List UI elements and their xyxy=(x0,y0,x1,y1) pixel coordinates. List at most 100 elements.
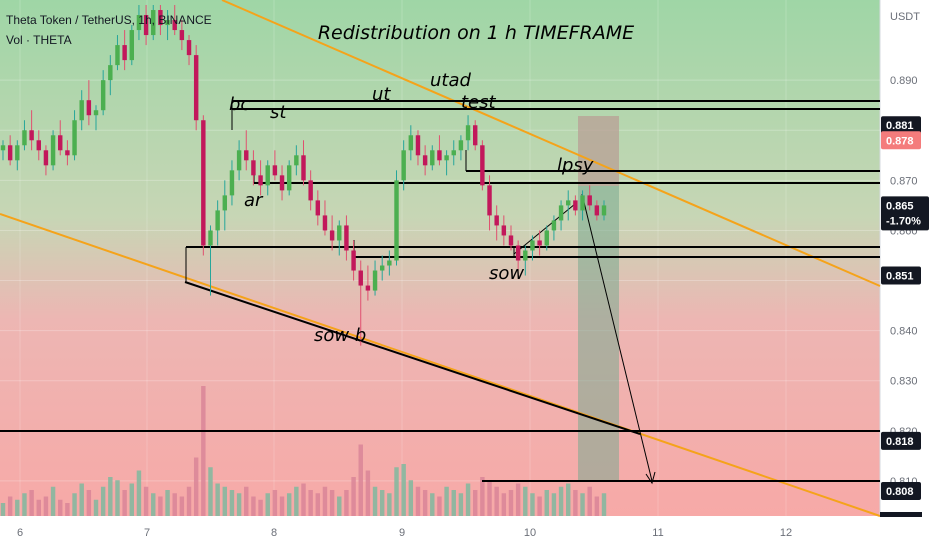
volume-bar xyxy=(244,486,249,516)
candle xyxy=(379,255,385,281)
candle xyxy=(422,145,428,176)
volume-bar xyxy=(530,493,535,516)
candle xyxy=(465,115,471,151)
candle xyxy=(515,240,521,271)
volume-bar xyxy=(172,493,177,516)
volume-bar xyxy=(544,490,549,516)
volume-bar xyxy=(193,457,199,516)
volume-bar xyxy=(351,477,356,516)
lpsy-rising-line xyxy=(513,203,576,255)
volume-bar xyxy=(0,503,6,516)
price-badge-value: 0.851 xyxy=(886,271,914,283)
candle xyxy=(29,110,34,151)
candle xyxy=(165,10,170,41)
candle xyxy=(100,70,106,116)
time-tick-label: 6 xyxy=(17,527,23,539)
candle xyxy=(566,190,571,221)
volume-bar xyxy=(115,480,120,516)
candle xyxy=(244,130,249,171)
annotation-st: st xyxy=(270,102,287,123)
candle xyxy=(122,30,127,71)
projection-arrow xyxy=(581,193,653,482)
volume-bar xyxy=(444,486,449,516)
candle xyxy=(86,80,92,126)
candle xyxy=(229,160,235,206)
volume-bar xyxy=(344,490,349,516)
volume-bar xyxy=(401,464,406,516)
chart-title: Redistribution on 1 h TIMEFRAME xyxy=(318,22,634,44)
candle xyxy=(408,125,414,161)
candle xyxy=(523,245,528,276)
candle xyxy=(580,190,585,221)
volume-bar xyxy=(286,493,292,516)
candle xyxy=(430,145,435,171)
candle xyxy=(58,120,63,156)
candle xyxy=(79,90,84,131)
price-badge: 0.851 xyxy=(881,266,921,285)
candle xyxy=(337,220,342,256)
time-tick-label: 10 xyxy=(524,527,536,539)
volume-bar xyxy=(523,486,528,516)
volume-bar xyxy=(136,470,142,516)
time-tick-label: 7 xyxy=(144,527,150,539)
volume-bar xyxy=(58,499,63,516)
candle xyxy=(172,5,177,36)
price-badge-value: 0.865 xyxy=(886,200,914,212)
price-tick-label: 0.870 xyxy=(890,175,918,187)
volume-bar xyxy=(372,486,378,516)
volume-bar xyxy=(573,490,578,516)
candle xyxy=(36,130,41,161)
candle xyxy=(186,35,192,66)
volume-bar xyxy=(201,386,206,516)
candle xyxy=(136,5,142,41)
volume-bar xyxy=(86,490,92,516)
volume-bar xyxy=(308,490,313,516)
price-badge: 0.878 xyxy=(881,131,921,150)
volume-bar xyxy=(100,486,106,516)
candle xyxy=(480,140,485,191)
candle xyxy=(415,130,421,166)
time-tick-label: 8 xyxy=(271,527,277,539)
annotation-sow-b: sow b xyxy=(314,325,366,346)
candle xyxy=(115,35,120,71)
candle xyxy=(322,200,328,236)
volume-bar xyxy=(186,486,192,516)
volume-bar xyxy=(294,486,299,516)
candle xyxy=(487,175,492,231)
price-tick-label: 0.890 xyxy=(890,75,918,87)
volume-bar xyxy=(487,480,492,516)
volume-bar xyxy=(580,493,585,516)
volume-bar xyxy=(601,493,607,516)
price-tick-label: 0.840 xyxy=(890,326,918,338)
volume-bar xyxy=(315,493,321,516)
candle xyxy=(444,150,449,176)
time-tick-label: 9 xyxy=(399,527,405,539)
candle xyxy=(143,5,149,46)
volume-bar xyxy=(537,496,542,516)
volume-bar xyxy=(7,496,13,516)
volume-bar xyxy=(279,496,285,516)
volume-bar xyxy=(480,477,485,516)
candle xyxy=(201,115,206,256)
candle xyxy=(215,200,220,246)
volume-bar xyxy=(108,477,113,516)
candle xyxy=(573,195,578,216)
time-axis-marker xyxy=(880,512,922,517)
candle xyxy=(372,260,378,296)
volume-bar xyxy=(472,490,478,516)
candle xyxy=(236,140,242,181)
candle xyxy=(437,135,442,166)
price-badge: 0.818 xyxy=(881,431,921,450)
candle xyxy=(394,170,399,266)
volume-bar xyxy=(594,496,600,516)
volume-bar xyxy=(258,499,263,516)
candle xyxy=(587,185,592,211)
candle xyxy=(43,145,49,176)
time-axis-ticks: 6 7 8 9 10 11 12 xyxy=(17,527,792,539)
annotation-ar: ar xyxy=(244,190,264,211)
volume-bar xyxy=(408,480,414,516)
volume-bar xyxy=(236,493,242,516)
candle xyxy=(108,55,113,96)
volume-bar xyxy=(379,490,385,516)
